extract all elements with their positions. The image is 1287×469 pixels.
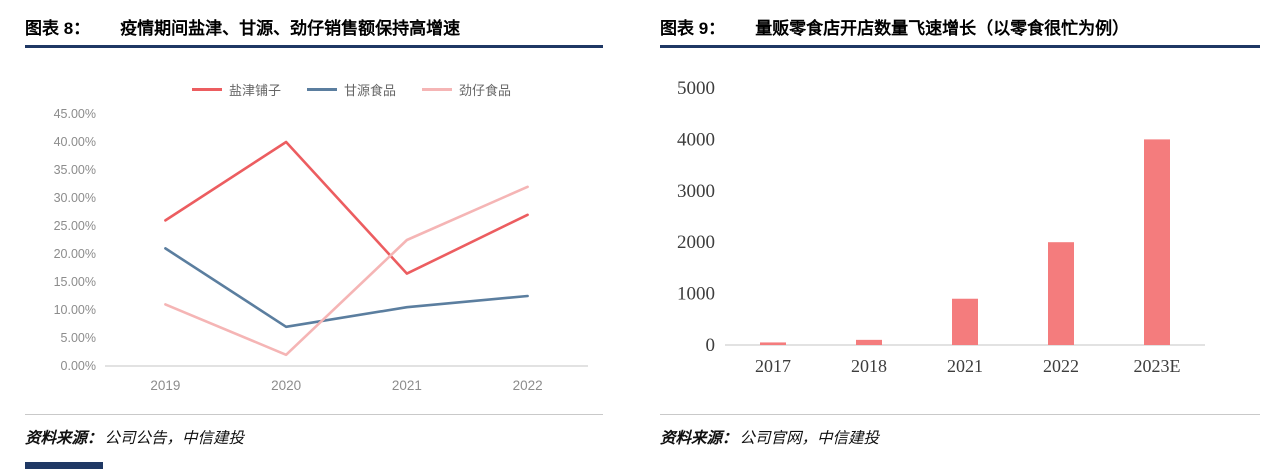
figure8-source-label: 资料来源： <box>25 430 103 447</box>
figure9-source-divider <box>660 414 1260 415</box>
bar-chart-x-tick-label: 2022 <box>1043 356 1079 376</box>
line-chart-x-tick-label: 2019 <box>150 378 180 393</box>
line-chart-legend: 盐津铺子 甘源食品 劲仔食品 <box>110 80 593 99</box>
next-section-underline-cutoff <box>25 462 103 469</box>
bar-chart: 0 1000 2000 3000 4000 5000 2017 2018 2021 2022 202… <box>677 78 1205 376</box>
bar-2022 <box>1048 242 1074 345</box>
legend-swatch-icon <box>306 88 337 91</box>
legend-label: 盐津铺子 <box>228 83 281 98</box>
bar-chart-y-tick-label: 5000 <box>677 78 715 99</box>
bar-2021 <box>952 298 978 345</box>
bar-chart-y-tick-label: 1000 <box>677 284 715 305</box>
line-series-1 <box>164 247 529 329</box>
line-chart-x-tick-label: 2020 <box>271 378 301 393</box>
line-chart-y-tick-label: 10.00% <box>54 303 96 317</box>
figure9-source: 资料来源： 公司官网，中信建投 <box>660 426 879 448</box>
figure9-title: 量贩零食店开店数量飞速增长（以零食很忙为例） <box>755 19 1130 38</box>
figure8-label: 图表 8： <box>25 19 91 38</box>
figure8-source-text: 公司公告，中信建投 <box>104 430 245 447</box>
line-series-2 <box>164 185 529 357</box>
figure8-title: 疫情期间盐津、甘源、劲仔销售额保持高增速 <box>120 19 461 38</box>
figure8-header: 图表 8： 疫情期间盐津、甘源、劲仔销售额保持高增速 <box>25 14 603 39</box>
line-chart-y-tick-label: 0.00% <box>61 359 96 373</box>
bar-2023E <box>1144 139 1170 345</box>
line-chart-y-tick-label: 5.00% <box>61 331 96 345</box>
line-series-0 <box>164 140 529 275</box>
legend-label: 甘源食品 <box>343 83 396 98</box>
bar-chart-y-tick-label: 0 <box>706 335 716 356</box>
bar-chart-x-tick-label: 2018 <box>851 356 887 376</box>
figure8-source-divider <box>25 414 603 415</box>
figure9-title-underline <box>660 45 1260 48</box>
figure9-panel: 图表 9： 量贩零食店开店数量飞速增长（以零食很忙为例） 0 1000 2000 30… <box>660 0 1260 469</box>
bar-chart-y-tick-label: 4000 <box>677 129 715 150</box>
figure9-header: 图表 9： 量贩零食店开店数量飞速增长（以零食很忙为例） <box>660 14 1260 39</box>
figure8-title-underline <box>25 45 603 48</box>
figure9-label: 图表 9： <box>660 19 726 38</box>
line-chart: 0.00% 5.00% 10.00% 15.00% 20.00% 25.00% 30.00%… <box>54 107 588 393</box>
figure8-source: 资料来源： 公司公告，中信建投 <box>25 426 244 448</box>
legend-swatch-icon <box>191 88 222 91</box>
bar-2018 <box>856 339 882 345</box>
legend-item-0: 盐津铺子 <box>191 80 281 99</box>
legend-item-1: 甘源食品 <box>306 80 396 99</box>
line-chart-y-tick-label: 15.00% <box>54 275 96 289</box>
bar-chart-x-tick-label: 2017 <box>755 356 791 376</box>
line-chart-y-tick-label: 45.00% <box>54 107 96 121</box>
legend-item-2: 劲仔食品 <box>422 80 511 99</box>
bar-2017 <box>760 342 786 345</box>
bar-chart-x-tick-label: 2023E <box>1134 356 1181 376</box>
line-chart-y-tick-label: 20.00% <box>54 247 96 261</box>
legend-label: 劲仔食品 <box>459 83 512 98</box>
figure8-panel: 图表 8： 疫情期间盐津、甘源、劲仔销售额保持高增速 盐津铺子 甘源食品 劲仔食品 … <box>25 0 603 469</box>
legend-swatch-icon <box>422 88 452 91</box>
line-chart-y-tick-label: 25.00% <box>54 219 96 233</box>
line-chart-x-tick-label: 2021 <box>392 378 422 393</box>
bar-chart-y-tick-label: 2000 <box>677 232 715 253</box>
figure9-source-text: 公司官网，中信建投 <box>739 430 880 447</box>
line-chart-y-tick-label: 35.00% <box>54 163 96 177</box>
figure9-source-label: 资料来源： <box>660 430 738 447</box>
bar-chart-x-tick-label: 2021 <box>947 356 983 376</box>
line-chart-x-tick-label: 2022 <box>513 378 543 393</box>
line-chart-y-tick-label: 30.00% <box>54 191 96 205</box>
line-chart-y-tick-label: 40.00% <box>54 135 96 149</box>
bar-chart-y-tick-label: 3000 <box>677 181 715 202</box>
